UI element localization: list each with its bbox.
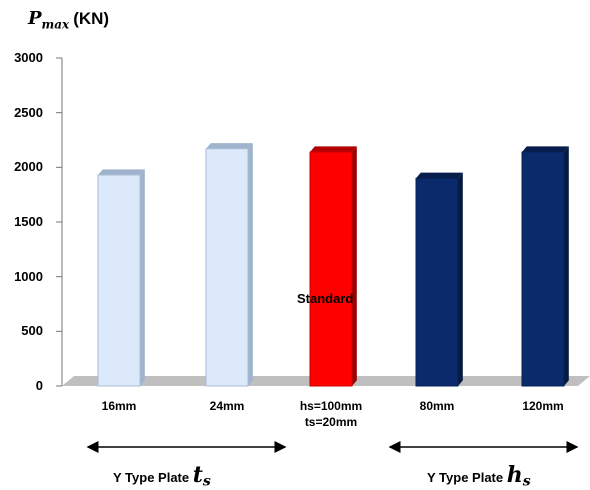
bar-front xyxy=(97,174,141,387)
y-tick-label: 500 xyxy=(21,323,43,339)
y-axis-label: Pmax (KN) xyxy=(28,8,109,31)
x-category-label-line: 16mm xyxy=(101,399,137,413)
bar-top xyxy=(206,143,253,149)
x-category-label: 16mm xyxy=(64,398,174,414)
bar-front xyxy=(205,148,249,387)
x-category-label-line: ts=20mm xyxy=(304,415,358,429)
y-tick-label: 1000 xyxy=(14,268,43,284)
x-category-label: 24mm xyxy=(172,398,282,414)
bar-top xyxy=(98,169,145,175)
bar-1 xyxy=(205,143,253,387)
y-axis-symbol: P xyxy=(28,8,42,29)
group-label-hs-text: Y Type Plate xyxy=(427,470,507,485)
group-label-hs: Y Type Plate hs xyxy=(427,462,531,490)
group-label-hs-subscript: s xyxy=(522,473,531,490)
bar-top xyxy=(310,146,357,153)
bar-0 xyxy=(97,169,145,387)
group-label-ts-symbol: t xyxy=(192,462,203,488)
bar-front xyxy=(309,151,353,387)
y-axis-subscript: max xyxy=(41,17,70,32)
bar-front xyxy=(415,177,459,387)
y-tick-label: 2500 xyxy=(14,104,43,120)
annotation-standard: Standard xyxy=(297,291,354,307)
x-category-label-line: hs=100mm xyxy=(299,399,363,413)
bar-side xyxy=(564,146,569,386)
group-label-ts-text: Y Type Plate xyxy=(113,470,193,485)
x-category-label-line: 24mm xyxy=(209,399,245,413)
bar-side xyxy=(140,169,145,386)
bar-side xyxy=(352,146,357,386)
bar-top xyxy=(416,172,463,179)
group-label-ts-subscript: s xyxy=(202,473,211,490)
bar-4 xyxy=(521,146,569,387)
bar-3 xyxy=(415,172,463,387)
x-category-label: 120mm xyxy=(488,398,590,414)
bar-top xyxy=(522,146,569,153)
x-category-label: hs=100mm ts=20mm xyxy=(276,398,386,430)
x-category-label-line: 120mm xyxy=(522,399,564,413)
y-tick-label: 2000 xyxy=(14,159,43,175)
group-label-hs-symbol: h xyxy=(506,462,523,488)
group-label-ts: Y Type Plate ts xyxy=(113,462,211,490)
bar-side xyxy=(458,172,463,386)
y-tick-label: 3000 xyxy=(14,50,43,65)
x-category-label-line: 80mm xyxy=(419,399,455,413)
y-axis-unit: (KN) xyxy=(73,9,110,28)
y-tick-label: 0 xyxy=(35,378,43,393)
y-tick-label: 1500 xyxy=(14,214,43,229)
bar-side xyxy=(248,143,253,386)
x-category-label: 80mm xyxy=(382,398,492,414)
bar-front xyxy=(521,151,565,387)
bar-2 xyxy=(309,146,357,387)
